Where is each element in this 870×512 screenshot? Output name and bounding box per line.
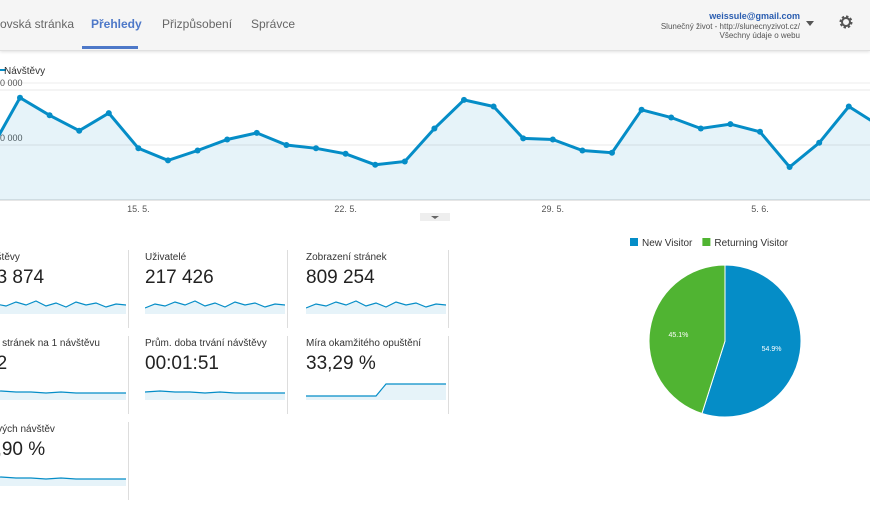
data-point — [372, 161, 379, 168]
data-point — [490, 103, 497, 110]
nav-tab-active[interactable]: Přehledy — [91, 17, 142, 31]
data-point — [668, 114, 675, 121]
metric-card[interactable]: Uživatelé 217 426 — [137, 250, 288, 328]
data-point — [342, 150, 349, 157]
settings-icon[interactable] — [838, 14, 854, 30]
data-point — [401, 158, 408, 165]
data-point — [609, 149, 615, 156]
data-point — [431, 125, 438, 132]
y-tick-label: 0 000 — [0, 133, 23, 143]
tab-underline — [82, 46, 138, 49]
metric-value: 809 254 — [306, 267, 375, 288]
nav-tab[interactable]: Správce — [251, 17, 296, 31]
pie-chart: New Visitor Returning Visitor 54.9% 45.1% — [630, 238, 802, 418]
sparkline — [145, 390, 285, 400]
slice-label: 45.1% — [669, 332, 689, 339]
metric-card[interactable]: Zobrazení stránek 809 254 — [298, 250, 449, 328]
data-point — [135, 145, 142, 152]
data-point — [845, 103, 852, 110]
sparkline-line — [0, 300, 126, 308]
data-point — [283, 142, 290, 148]
account-view[interactable]: Všechny údaje o webu — [719, 31, 801, 40]
data-point — [549, 136, 556, 143]
metric-value: 4,90 % — [0, 439, 46, 460]
data-point — [46, 112, 53, 119]
data-point — [816, 139, 823, 146]
x-tick-label: 22. 5. — [334, 204, 357, 214]
data-point — [520, 135, 527, 142]
metric-title: Prům. doba trvání návštěvy — [145, 338, 267, 349]
legend-swatch — [630, 238, 638, 246]
sparkline — [0, 390, 126, 400]
metric-value: 42 — [0, 353, 8, 374]
series-area — [0, 97, 870, 200]
metric-title: Míra okamžitého opuštění — [306, 338, 422, 349]
data-point — [757, 128, 763, 135]
account-property[interactable]: Slunečný život - http://slunecnyzivot.cz… — [660, 22, 800, 31]
account-email[interactable]: weissule@gmail.com — [709, 11, 800, 21]
data-point — [165, 157, 171, 164]
y-tick-label: 0 000 — [0, 78, 23, 88]
metric-value: 217 426 — [145, 267, 214, 288]
sparkline — [145, 300, 285, 314]
sparkline-line — [306, 383, 446, 397]
metric-value: 33,29 % — [306, 353, 376, 374]
metric-value: 00:01:51 — [145, 353, 219, 374]
metric-title: ávštěvy — [0, 252, 20, 263]
top-nav: ovská stránka Přehledy Přizpůsobení Sprá… — [0, 0, 870, 51]
sparkline — [306, 300, 446, 314]
sparkline-line — [0, 390, 126, 394]
x-tick-label: 5. 6. — [751, 204, 769, 214]
metric-title: čet stránek na 1 návštěvu — [0, 338, 100, 349]
sparkline — [0, 476, 126, 486]
metric-card[interactable]: ávštěvy 33 874 — [0, 250, 129, 328]
metric-title: Uživatelé — [145, 252, 187, 263]
pie-slice — [701, 264, 802, 418]
metric-card[interactable]: Prům. doba trvání návštěvy 00:01:51 — [137, 336, 288, 414]
sparkline-line — [306, 300, 446, 309]
x-tick-label: 29. 5. — [542, 204, 565, 214]
metric-value: 33 874 — [0, 267, 45, 288]
legend-label: Návštěvy — [4, 66, 45, 77]
sparkline-line — [145, 390, 285, 394]
data-point — [194, 147, 201, 154]
nav-tab[interactable]: ovská stránka — [0, 17, 75, 31]
sparkline — [306, 383, 446, 400]
account-dropdown[interactable] — [806, 21, 814, 26]
data-point — [76, 127, 83, 134]
line-chart: Návštěvy 0 000 0 000 15. 5. 22. 5. 29. 5. 5. … — [0, 66, 870, 221]
x-tick-label: 15. 5. — [127, 204, 150, 214]
legend-swatch — [702, 238, 711, 246]
sparkline — [0, 300, 126, 314]
data-point — [579, 147, 586, 154]
toggle-arrow — [431, 216, 439, 219]
metric-title: Zobrazení stránek — [306, 252, 387, 263]
sparkline-line — [0, 476, 126, 480]
metric-card[interactable]: nových návštěv 4,90 % — [0, 422, 129, 500]
sparkline-area — [0, 301, 126, 314]
legend-label: Returning Visitor — [714, 238, 788, 249]
data-point — [786, 164, 793, 170]
metric-card[interactable]: čet stránek na 1 návštěvu 42 — [0, 336, 129, 414]
slice-label: 54.9% — [762, 346, 782, 353]
pie-slice — [648, 264, 726, 415]
nav-tab[interactable]: Přizpůsobení — [162, 17, 233, 31]
data-point — [105, 110, 112, 117]
metric-card[interactable]: Míra okamžitého opuštění 33,29 % — [298, 336, 449, 414]
data-point — [697, 125, 704, 132]
sparkline-line — [145, 300, 285, 309]
sparkline-area — [306, 384, 446, 400]
data-point — [727, 121, 734, 128]
data-point — [17, 94, 23, 101]
data-point — [638, 106, 645, 113]
data-point — [313, 145, 319, 152]
legend-label: New Visitor — [642, 238, 693, 249]
data-point — [224, 136, 231, 143]
metric-title: nových návštěv — [0, 424, 55, 435]
data-point — [461, 96, 467, 103]
data-point — [253, 129, 260, 136]
